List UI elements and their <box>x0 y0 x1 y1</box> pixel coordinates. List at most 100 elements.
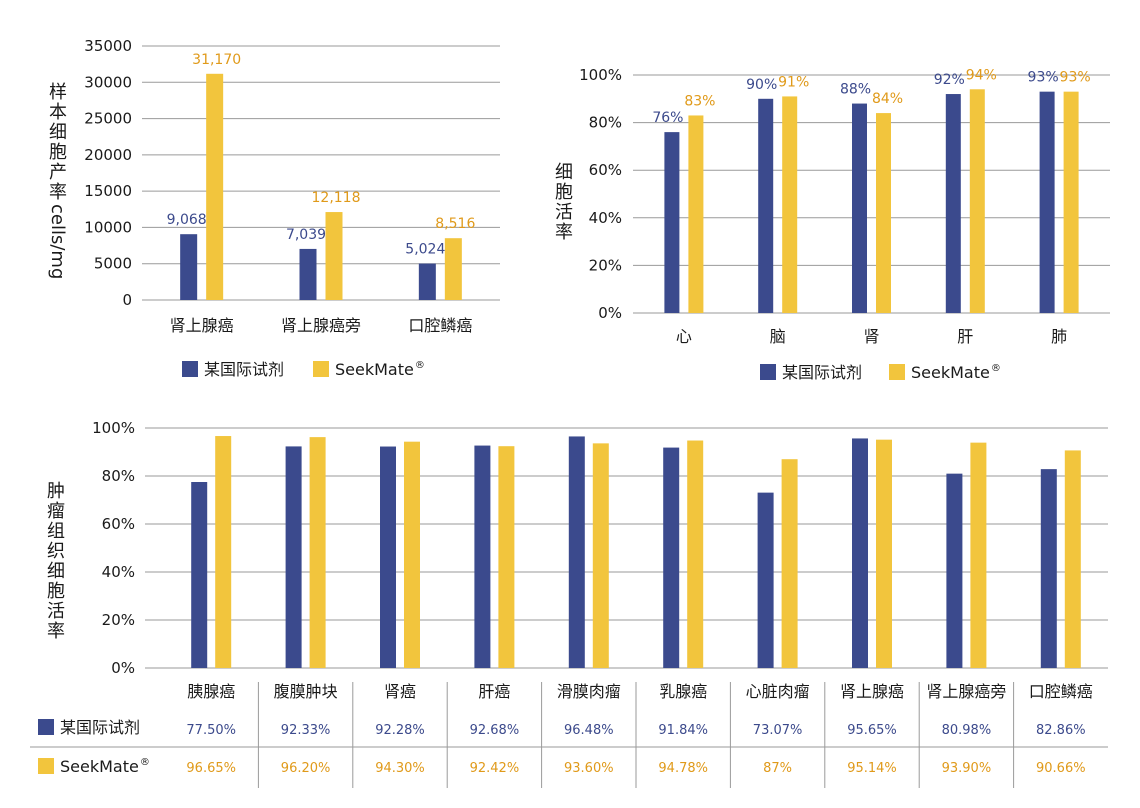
y-tick-label: 60% <box>589 161 622 179</box>
x-tick-label: 口腔鳞癌 <box>1029 682 1093 701</box>
data-label: 88% <box>840 82 871 98</box>
y-tick-label: 20% <box>589 256 622 274</box>
y-axis-label-char: 活 <box>47 601 65 622</box>
table-row-label-seekmate: SeekMate <box>60 757 139 776</box>
y-axis-label-char: 率 <box>47 621 65 642</box>
bar-reagent <box>380 446 396 668</box>
bar-reagent <box>945 94 961 313</box>
y-axis-label-char: 胞 <box>49 142 67 163</box>
table-cell-reagent: 92.33% <box>281 723 331 738</box>
y-axis-label-char: 本 <box>49 102 67 123</box>
y-tick-label: 35000 <box>84 37 132 55</box>
x-tick-label: 肾 <box>863 327 879 346</box>
data-label: 91% <box>778 74 809 90</box>
bar-reagent <box>1039 91 1055 313</box>
table-registered-mark: ® <box>140 757 150 768</box>
legend-registered-mark: ® <box>991 363 1001 374</box>
bar-reagent <box>663 447 680 668</box>
bar-seekmate <box>781 459 798 668</box>
table-cell-seekmate: 94.30% <box>375 761 425 776</box>
data-label: 12,118 <box>312 190 361 206</box>
bar-reagent <box>191 482 208 668</box>
bar-reagent <box>474 445 491 668</box>
bar-seekmate <box>876 113 891 313</box>
data-label: 9,068 <box>167 212 207 228</box>
x-tick-label: 肺 <box>1051 327 1067 346</box>
bar-reagent <box>758 98 774 313</box>
table-cell-seekmate: 87% <box>763 761 792 776</box>
table-cell-seekmate: 96.65% <box>186 761 236 776</box>
data-label: 31,170 <box>192 52 241 68</box>
y-tick-label: 25000 <box>84 110 132 128</box>
table-cell-reagent: 77.50% <box>186 723 236 738</box>
data-label: 90% <box>746 77 777 93</box>
y-axis-label-char: 产 <box>49 162 67 183</box>
y-axis-label-char: 瘤 <box>47 501 65 522</box>
bar-seekmate <box>782 96 798 313</box>
bar-reagent <box>664 132 680 313</box>
bar-seekmate <box>1063 91 1079 313</box>
legend-label-seekmate: SeekMate <box>335 360 414 379</box>
y-tick-label: 80% <box>102 467 135 485</box>
y-axis-label-latin: cells/mg <box>47 204 68 279</box>
bar-seekmate <box>876 439 892 668</box>
y-tick-label: 10000 <box>84 218 132 236</box>
x-tick-label: 肾上腺癌旁 <box>281 316 361 335</box>
x-tick-label: 心 <box>676 327 692 346</box>
table-cell-reagent: 73.07% <box>753 723 803 738</box>
x-tick-label: 滑膜肉瘤 <box>557 682 621 701</box>
x-tick-label: 胰腺癌 <box>187 682 235 701</box>
y-tick-label: 5000 <box>94 255 132 273</box>
bar-reagent <box>418 263 436 300</box>
bar-seekmate <box>444 238 462 300</box>
x-tick-label: 肾上腺癌 <box>170 316 234 335</box>
table-cell-seekmate: 92.42% <box>470 761 520 776</box>
bar-seekmate <box>687 440 704 668</box>
y-axis-label-char: 肿 <box>47 481 65 502</box>
bar-seekmate <box>206 73 224 300</box>
bar-reagent <box>946 473 963 668</box>
bar-seekmate <box>688 115 704 314</box>
data-label: 76% <box>652 110 683 126</box>
x-tick-label: 乳腺癌 <box>659 682 707 701</box>
y-axis-label-char: 组 <box>47 521 65 542</box>
bar-seekmate <box>592 443 609 668</box>
y-tick-label: 0% <box>111 659 135 677</box>
legend-label-seekmate: SeekMate <box>911 363 990 382</box>
y-axis-label-char: 胞 <box>47 581 65 602</box>
table-cell-reagent: 96.48% <box>564 723 614 738</box>
x-tick-label: 脑 <box>770 327 786 346</box>
table-cell-reagent: 82.86% <box>1036 723 1086 738</box>
x-tick-label: 肝癌 <box>478 682 510 701</box>
legend-label-reagent: 某国际试剂 <box>204 360 284 379</box>
y-axis-label-char: 率 <box>555 222 573 243</box>
table-cell-seekmate: 90.66% <box>1036 761 1086 776</box>
table-swatch-reagent <box>38 719 54 735</box>
data-label: 93% <box>1060 70 1091 86</box>
legend-registered-mark: ® <box>415 360 425 371</box>
y-tick-label: 0% <box>598 304 622 322</box>
y-tick-label: 60% <box>102 515 135 533</box>
bar-reagent <box>1040 469 1057 668</box>
x-tick-label: 肝 <box>957 327 973 346</box>
y-tick-label: 100% <box>579 66 622 84</box>
data-label: 5,024 <box>405 242 445 258</box>
table-cell-seekmate: 95.14% <box>847 761 897 776</box>
bar-reagent <box>757 492 774 668</box>
y-tick-label: 15000 <box>84 182 132 200</box>
legend-label-reagent: 某国际试剂 <box>782 363 862 382</box>
y-axis-label-char: 样 <box>49 82 67 103</box>
y-axis-label-char: 活 <box>555 202 573 223</box>
table-cell-reagent: 80.98% <box>942 723 992 738</box>
bar-seekmate <box>969 89 985 313</box>
y-tick-label: 0 <box>122 291 132 309</box>
table-cell-reagent: 92.68% <box>470 723 520 738</box>
bar-seekmate <box>325 212 343 300</box>
table-cell-seekmate: 94.78% <box>658 761 708 776</box>
table-cell-reagent: 92.28% <box>375 723 425 738</box>
data-label: 84% <box>872 91 903 107</box>
